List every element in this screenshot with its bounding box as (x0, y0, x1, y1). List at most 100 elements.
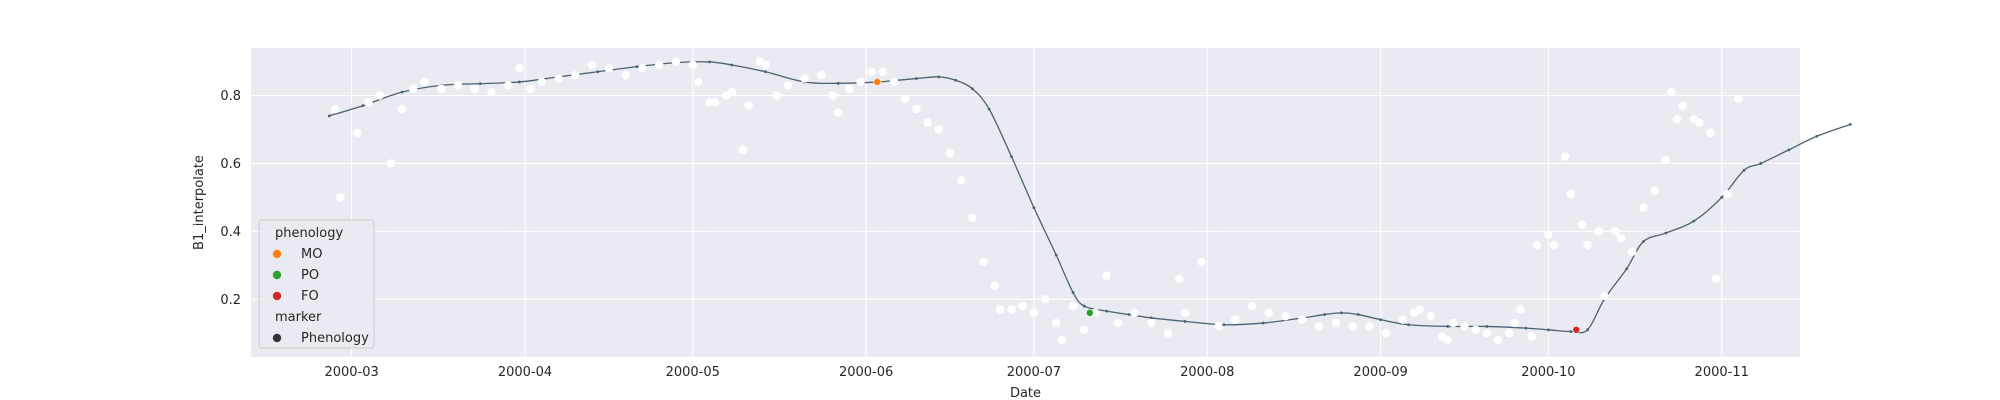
observation-point (761, 60, 770, 70)
interpolation-point (1742, 168, 1746, 172)
interpolation-point (1642, 240, 1645, 243)
observation-point (817, 70, 826, 80)
legend-marker (272, 333, 282, 343)
grid (251, 48, 1800, 357)
observation-series (330, 57, 1743, 345)
interpolation-point (1848, 123, 1852, 126)
interpolation-point (1759, 162, 1763, 165)
observation-point (1549, 240, 1559, 250)
observation-point (1600, 291, 1609, 301)
phenology-point-po (1085, 308, 1094, 317)
interpolation-point (1082, 304, 1086, 308)
observation-point (453, 81, 463, 90)
observation-point (889, 77, 899, 87)
x-axis-label: Date (1010, 386, 1041, 400)
observation-point (1594, 227, 1603, 236)
observation-point (694, 77, 703, 87)
interpolation-point (1183, 319, 1187, 323)
observation-point (330, 104, 340, 114)
observation-point (1080, 325, 1089, 335)
phenology-point-fo (1572, 325, 1581, 334)
legend-label: PO (301, 268, 319, 283)
x-tick-label: 2000-05 (666, 365, 720, 380)
interpolation-point (836, 81, 840, 85)
observation-point (1661, 155, 1670, 165)
observation-point (1247, 301, 1257, 311)
observation-point (1180, 308, 1190, 318)
x-tick-label: 2000-06 (839, 365, 893, 380)
observation-point (934, 125, 944, 134)
observation-point (537, 77, 546, 87)
observation-point (1365, 322, 1374, 331)
observation-point (420, 77, 429, 87)
interpolation-point (1692, 219, 1696, 223)
y-axis: 0.2 0.4 0.6 0.8 (220, 89, 241, 308)
observation-point (833, 108, 843, 117)
observation-point (1482, 329, 1492, 338)
observation-point (1415, 305, 1424, 314)
observation-point (1583, 240, 1592, 250)
legend: phenology MO PO FO marker Phenology (258, 219, 375, 349)
interpolation-point (1032, 206, 1036, 209)
observation-point (738, 145, 748, 155)
interpolation-point (518, 80, 521, 84)
observation-point (912, 104, 921, 114)
observation-point (1723, 189, 1732, 199)
observation-point (1007, 305, 1016, 314)
interpolation-point (1356, 313, 1360, 316)
interpolation-point (1664, 231, 1668, 235)
interpolation-point (1222, 323, 1226, 327)
observation-point (996, 305, 1005, 314)
x-axis: 2000-03 2000-04 2000-05 2000-06 2000-07 2000-… (324, 365, 1748, 380)
observation-point (856, 77, 865, 87)
legend-marker (272, 249, 282, 259)
observation-point (1091, 308, 1100, 318)
observation-point (1566, 189, 1575, 199)
observation-point (1711, 274, 1721, 284)
observation-point (1639, 203, 1648, 212)
interpolation-point (915, 77, 918, 80)
interpolation-point (1446, 325, 1450, 328)
observation-point (1298, 315, 1307, 324)
observation-point (979, 257, 988, 267)
observation-point (1163, 329, 1173, 338)
observation-point (783, 81, 793, 90)
observation-point (1672, 115, 1682, 124)
interpolation-point (1524, 326, 1528, 330)
interpolation-point (1625, 267, 1629, 271)
interpolation-point (970, 87, 974, 91)
interpolation-point (1586, 328, 1589, 332)
interpolation-point (1149, 316, 1153, 320)
interpolation-point (1720, 196, 1724, 199)
interpolation-point (987, 107, 991, 111)
observation-point (571, 70, 580, 80)
interpolation-point (327, 114, 331, 118)
observation-point (1264, 308, 1273, 318)
observation-point (990, 281, 999, 290)
observation-point (956, 176, 966, 185)
x-tick-label: 2000-11 (1695, 365, 1749, 380)
x-tick-label: 2000-07 (1007, 365, 1061, 380)
interpolation-point (1815, 134, 1819, 138)
observation-point (923, 118, 932, 127)
legend-marker (272, 270, 282, 280)
observation-point (1348, 322, 1357, 331)
observation-point (375, 91, 384, 100)
interpolation-point (1546, 328, 1550, 332)
y-axis-label: B1_interpolate (192, 155, 207, 250)
observation-point (1505, 329, 1514, 338)
interpolation-point (1261, 321, 1265, 325)
observation-point (1314, 322, 1324, 331)
observation-point (800, 74, 809, 83)
observation-point (1147, 318, 1156, 328)
interpolation-point (1105, 309, 1108, 313)
legend-label: MO (301, 247, 322, 262)
legend-label: FO (301, 289, 319, 304)
x-tick-label: 2000-08 (1180, 365, 1234, 380)
observation-point (1544, 230, 1553, 239)
observation-point (436, 84, 446, 93)
interpolation-point (1569, 330, 1573, 333)
phenology-series (873, 78, 1581, 334)
observation-point (1460, 322, 1469, 331)
